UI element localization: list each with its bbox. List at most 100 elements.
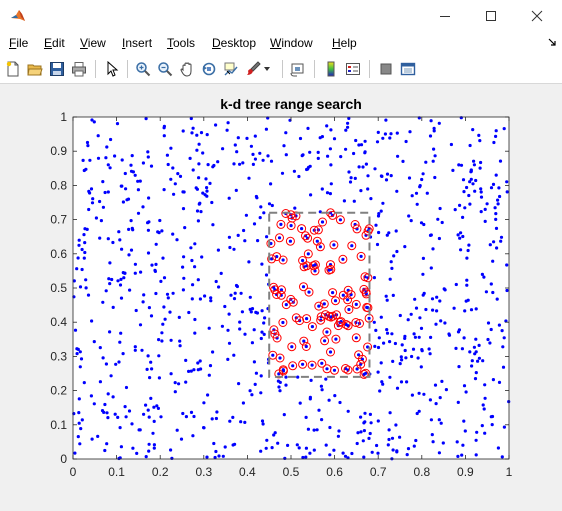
data-point (173, 182, 177, 186)
data-point (77, 238, 81, 242)
data-point (480, 424, 484, 428)
menu-tools[interactable]: Tools (167, 36, 195, 50)
data-point (457, 365, 461, 369)
y-tick-label: 0.7 (50, 213, 67, 227)
data-point (276, 379, 280, 383)
data-point (361, 439, 365, 443)
data-point (205, 189, 209, 193)
data-point (462, 190, 466, 194)
scatter-plot[interactable]: 0 0.1 0.2 0.3 0.4 0.5 0.6 0.7 0.8 0.9 1 0 0.1 0.2 0.3… (0, 84, 562, 506)
menu-insert[interactable]: Insert (122, 36, 152, 50)
data-point (261, 422, 265, 426)
data-point (395, 189, 399, 193)
data-point (147, 196, 151, 200)
data-point (184, 358, 188, 362)
save-button[interactable] (47, 59, 67, 79)
data-point (214, 449, 218, 454)
data-point (409, 312, 413, 316)
menu-file[interactable]: File (9, 36, 28, 50)
data-point (219, 271, 223, 275)
data-point (258, 151, 262, 155)
data-point (111, 305, 115, 309)
data-point (393, 341, 397, 346)
data-point (104, 362, 108, 366)
hide-plot-tools-button[interactable] (376, 59, 396, 79)
data-point (183, 226, 187, 230)
menu-accel: W (270, 36, 282, 50)
data-point (486, 321, 491, 325)
data-point (154, 242, 158, 246)
highlighted-point (307, 322, 317, 332)
pointer-button[interactable] (102, 59, 122, 79)
data-point (389, 260, 393, 264)
close-button[interactable] (514, 0, 560, 31)
data-point (134, 308, 138, 313)
data-point (389, 174, 393, 178)
data-point (359, 415, 363, 419)
highlighted-point (336, 317, 346, 327)
insert-legend-button[interactable] (343, 59, 363, 79)
link-plot-button[interactable] (288, 59, 308, 79)
highlighted-point (297, 224, 307, 234)
menu-label: ile (16, 36, 29, 50)
data-point (236, 136, 240, 140)
data-point (327, 398, 331, 402)
data-point (278, 389, 282, 393)
data-point (474, 453, 478, 457)
data-point (344, 128, 348, 132)
insert-colorbar-button[interactable] (321, 59, 341, 79)
print-button[interactable] (69, 59, 89, 79)
data-point (284, 131, 288, 135)
menu-view[interactable]: View (80, 36, 106, 50)
menu-edit[interactable]: Edit (44, 36, 65, 50)
data-point (133, 173, 137, 177)
data-point (231, 415, 235, 419)
link-plot-icon (290, 63, 304, 77)
new-figure-button[interactable] (3, 59, 23, 79)
data-point (242, 228, 246, 233)
data-point (347, 116, 351, 120)
rotate-3d-button[interactable] (199, 59, 219, 79)
data-point (483, 207, 487, 211)
data-point (429, 233, 433, 237)
data-point (133, 345, 137, 349)
data-point (373, 344, 377, 348)
data-point (106, 416, 110, 420)
minimize-button[interactable] (422, 0, 468, 31)
data-point (190, 131, 194, 135)
data-point (290, 345, 294, 349)
zoom-in-button[interactable] (133, 59, 153, 79)
data-point (119, 331, 123, 335)
data-point (329, 182, 333, 186)
data-point (398, 313, 402, 318)
data-point (305, 317, 309, 321)
show-plot-tools-button[interactable] (398, 59, 418, 79)
open-file-button[interactable] (25, 59, 45, 79)
highlighted-point (361, 289, 371, 299)
data-point (105, 145, 109, 149)
pan-button[interactable] (177, 59, 197, 79)
data-point (479, 187, 483, 191)
maximize-button[interactable] (468, 0, 514, 31)
menu-help[interactable]: Help (332, 36, 357, 50)
menu-window[interactable]: Window (270, 36, 313, 50)
data-point (168, 310, 172, 314)
zoom-out-button[interactable] (155, 59, 175, 79)
data-point (80, 418, 84, 422)
data-point (409, 219, 413, 223)
brush-button[interactable] (243, 59, 263, 79)
highlighted-point (357, 354, 367, 364)
data-point (127, 227, 131, 231)
data-point (227, 235, 231, 239)
menu-desktop[interactable]: Desktop (212, 36, 256, 50)
data-point (153, 269, 157, 273)
data-point (394, 423, 398, 427)
data-point (338, 218, 342, 222)
data-point (118, 426, 122, 430)
data-point (385, 331, 390, 335)
data-point (109, 137, 113, 142)
brush-dropdown[interactable] (262, 59, 272, 79)
data-cursor-button[interactable] (221, 59, 241, 79)
data-point (504, 319, 508, 323)
dock-figure-icon[interactable] (548, 38, 556, 46)
